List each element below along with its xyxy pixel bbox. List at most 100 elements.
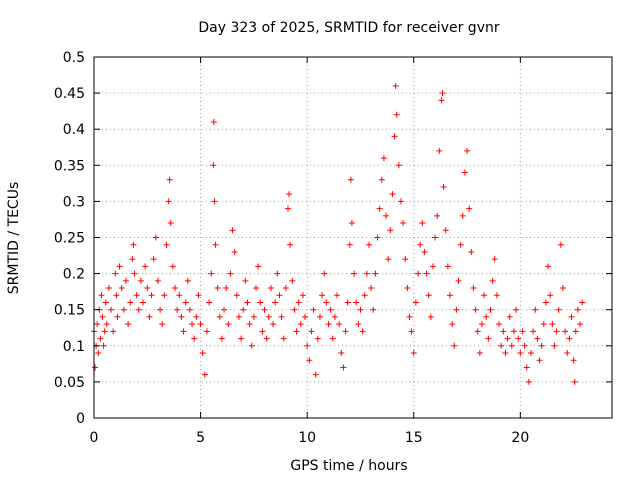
data-point [496, 321, 503, 328]
data-point [510, 328, 517, 335]
data-point [459, 212, 466, 219]
data-point [114, 313, 121, 320]
data-point [557, 241, 564, 248]
data-point [193, 313, 200, 320]
data-point [397, 198, 404, 205]
data-point [310, 306, 317, 313]
data-point [532, 306, 539, 313]
y-tick-label: 0.15 [54, 303, 85, 319]
data-point [442, 227, 449, 234]
y-tick-label: 0.4 [63, 122, 85, 138]
data-point [284, 205, 291, 212]
data-point [417, 241, 424, 248]
data-point [329, 335, 336, 342]
data-point [359, 328, 366, 335]
data-point [372, 270, 379, 277]
data-point [347, 176, 354, 183]
data-point [150, 256, 157, 263]
data-point [540, 321, 547, 328]
data-point [327, 306, 334, 313]
data-point [304, 342, 311, 349]
x-tick-label: 15 [405, 430, 423, 446]
data-point [178, 313, 185, 320]
data-point [562, 328, 569, 335]
data-point [476, 350, 483, 357]
data-point [470, 285, 477, 292]
data-point [157, 306, 164, 313]
data-point [270, 321, 277, 328]
data-point [400, 220, 407, 227]
data-point [197, 321, 204, 328]
data-point [203, 328, 210, 335]
data-point [206, 299, 213, 306]
data-point [166, 176, 173, 183]
data-point [534, 335, 541, 342]
data-point [421, 248, 428, 255]
data-point [116, 263, 123, 270]
data-point [461, 169, 468, 176]
data-point [478, 321, 485, 328]
data-point [125, 321, 132, 328]
data-point [342, 328, 349, 335]
data-point [331, 313, 338, 320]
data-point [129, 256, 136, 263]
x-tick-label: 20 [511, 430, 529, 446]
data-point [98, 292, 105, 299]
data-point [519, 328, 526, 335]
data-point [167, 220, 174, 227]
data-point [102, 299, 109, 306]
data-point [280, 335, 287, 342]
data-point [308, 328, 315, 335]
data-point [389, 191, 396, 198]
data-point [208, 270, 215, 277]
y-tick-label: 0 [76, 411, 85, 427]
data-point [438, 97, 445, 104]
data-point [323, 299, 330, 306]
data-point [504, 335, 511, 342]
y-axis-label: SRMTID / TECUs [6, 182, 22, 295]
data-point [464, 147, 471, 154]
data-point [493, 292, 500, 299]
data-point [579, 299, 586, 306]
data-point [439, 90, 446, 97]
data-point [287, 241, 294, 248]
data-point [429, 263, 436, 270]
x-tick-label: 0 [90, 430, 99, 446]
data-point [267, 285, 274, 292]
data-point [391, 133, 398, 140]
data-point [513, 306, 520, 313]
data-point [415, 270, 422, 277]
data-point [468, 248, 475, 255]
data-point [161, 292, 168, 299]
data-point [498, 342, 505, 349]
data-point [242, 277, 249, 284]
data-point [408, 328, 415, 335]
data-point [172, 285, 179, 292]
data-point [108, 306, 115, 313]
x-tick-label: 5 [196, 430, 205, 446]
data-point [130, 241, 137, 248]
data-point [570, 357, 577, 364]
data-point [146, 313, 153, 320]
data-point [340, 364, 347, 371]
data-point [289, 277, 296, 284]
data-point [92, 364, 99, 371]
data-point [140, 299, 147, 306]
data-point [169, 263, 176, 270]
data-point [538, 342, 545, 349]
data-point [148, 292, 155, 299]
data-point [395, 162, 402, 169]
data-point [376, 205, 383, 212]
data-point [110, 328, 117, 335]
data-point [212, 241, 219, 248]
data-point [383, 212, 390, 219]
y-tick-label: 0.3 [63, 194, 85, 210]
data-point [293, 328, 300, 335]
data-point [487, 306, 494, 313]
data-point [344, 299, 351, 306]
data-point [542, 299, 549, 306]
data-point [135, 306, 142, 313]
data-point [446, 292, 453, 299]
data-point [199, 350, 206, 357]
data-point [500, 328, 507, 335]
